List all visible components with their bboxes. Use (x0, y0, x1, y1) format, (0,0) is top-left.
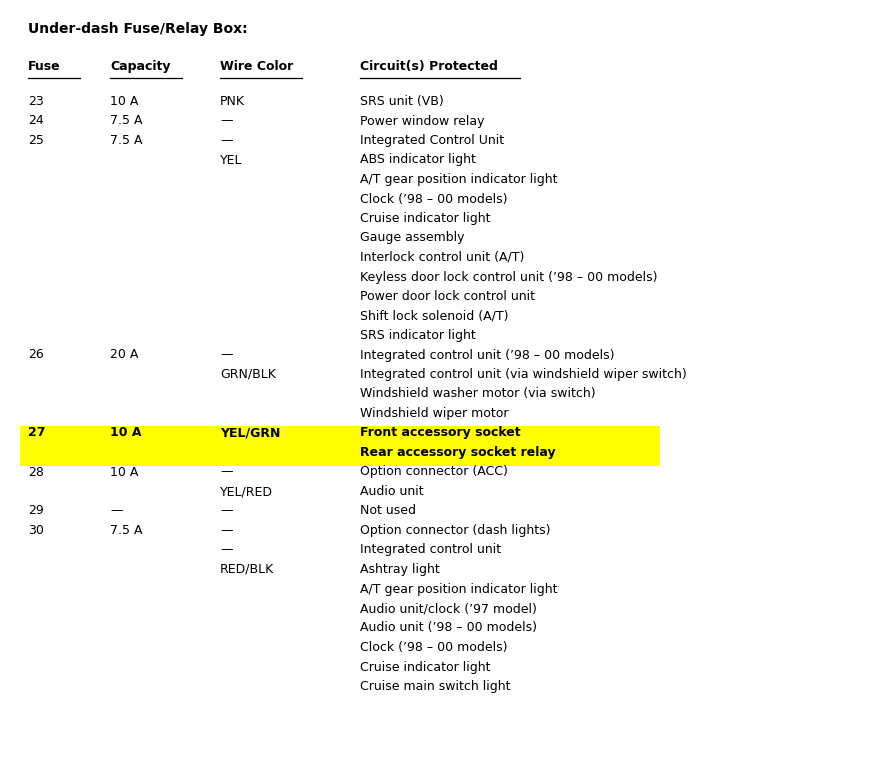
Text: A/T gear position indicator light: A/T gear position indicator light (360, 582, 558, 596)
Text: Windshield wiper motor: Windshield wiper motor (360, 407, 508, 420)
Text: 29: 29 (28, 505, 43, 518)
Text: —: — (220, 114, 233, 127)
Text: Gauge assembly: Gauge assembly (360, 231, 465, 245)
Text: 20 A: 20 A (110, 349, 138, 362)
Text: Integrated control unit (via windshield wiper switch): Integrated control unit (via windshield … (360, 368, 687, 381)
Text: 25: 25 (28, 134, 43, 147)
Text: 23: 23 (28, 95, 43, 108)
Text: 24: 24 (28, 114, 43, 127)
Text: —: — (220, 134, 233, 147)
Text: Keyless door lock control unit (’98 – 00 models): Keyless door lock control unit (’98 – 00… (360, 271, 658, 283)
Text: —: — (220, 465, 233, 478)
Text: SRS indicator light: SRS indicator light (360, 329, 475, 342)
Text: —: — (220, 524, 233, 537)
Text: 7.5 A: 7.5 A (110, 524, 143, 537)
Text: Fuse: Fuse (28, 60, 61, 73)
Text: Under-dash Fuse/Relay Box:: Under-dash Fuse/Relay Box: (28, 22, 248, 36)
Text: 30: 30 (28, 524, 43, 537)
Text: Integrated control unit (’98 – 00 models): Integrated control unit (’98 – 00 models… (360, 349, 614, 362)
Text: 10 A: 10 A (110, 95, 138, 108)
Text: —: — (220, 543, 233, 556)
Text: 7.5 A: 7.5 A (110, 114, 143, 127)
Text: PNK: PNK (220, 95, 245, 108)
Text: Power door lock control unit: Power door lock control unit (360, 290, 535, 303)
Text: GRN/BLK: GRN/BLK (220, 368, 275, 381)
Text: Circuit(s) Protected: Circuit(s) Protected (360, 60, 498, 73)
Text: —: — (220, 505, 233, 518)
Text: YEL: YEL (220, 154, 242, 167)
Text: Power window relay: Power window relay (360, 114, 485, 127)
Text: 26: 26 (28, 349, 43, 362)
Text: Wire Color: Wire Color (220, 60, 293, 73)
Text: 27: 27 (28, 427, 45, 440)
Text: Interlock control unit (A/T): Interlock control unit (A/T) (360, 251, 524, 264)
Text: 10 A: 10 A (110, 427, 142, 440)
Text: A/T gear position indicator light: A/T gear position indicator light (360, 173, 558, 186)
Text: Integrated Control Unit: Integrated Control Unit (360, 134, 504, 147)
Text: YEL/RED: YEL/RED (220, 485, 273, 498)
Text: Not used: Not used (360, 505, 416, 518)
Text: Clock (’98 – 00 models): Clock (’98 – 00 models) (360, 641, 507, 654)
Text: —: — (220, 349, 233, 362)
Text: Audio unit/clock (’97 model): Audio unit/clock (’97 model) (360, 602, 537, 615)
Text: Front accessory socket: Front accessory socket (360, 427, 521, 440)
Text: Capacity: Capacity (110, 60, 170, 73)
Text: SRS unit (VB): SRS unit (VB) (360, 95, 444, 108)
Text: Ashtray light: Ashtray light (360, 563, 440, 576)
Text: Shift lock solenoid (A/T): Shift lock solenoid (A/T) (360, 309, 508, 322)
Text: 28: 28 (28, 465, 43, 478)
Text: YEL/GRN: YEL/GRN (220, 427, 281, 440)
Text: Cruise indicator light: Cruise indicator light (360, 660, 490, 674)
Text: RED/BLK: RED/BLK (220, 563, 275, 576)
Text: Cruise main switch light: Cruise main switch light (360, 680, 510, 693)
Text: 10 A: 10 A (110, 465, 138, 478)
Text: Cruise indicator light: Cruise indicator light (360, 212, 490, 225)
Text: ABS indicator light: ABS indicator light (360, 154, 476, 167)
Text: Option connector (dash lights): Option connector (dash lights) (360, 524, 550, 537)
Text: Clock (’98 – 00 models): Clock (’98 – 00 models) (360, 193, 507, 205)
Text: Rear accessory socket relay: Rear accessory socket relay (360, 446, 555, 459)
Text: —: — (110, 505, 123, 518)
Text: 7.5 A: 7.5 A (110, 134, 143, 147)
Text: Windshield washer motor (via switch): Windshield washer motor (via switch) (360, 387, 595, 400)
Text: Option connector (ACC): Option connector (ACC) (360, 465, 507, 478)
Bar (20, 427, 660, 465)
Text: Audio unit (’98 – 00 models): Audio unit (’98 – 00 models) (360, 622, 537, 634)
Text: Audio unit: Audio unit (360, 485, 423, 498)
Text: Integrated control unit: Integrated control unit (360, 543, 501, 556)
